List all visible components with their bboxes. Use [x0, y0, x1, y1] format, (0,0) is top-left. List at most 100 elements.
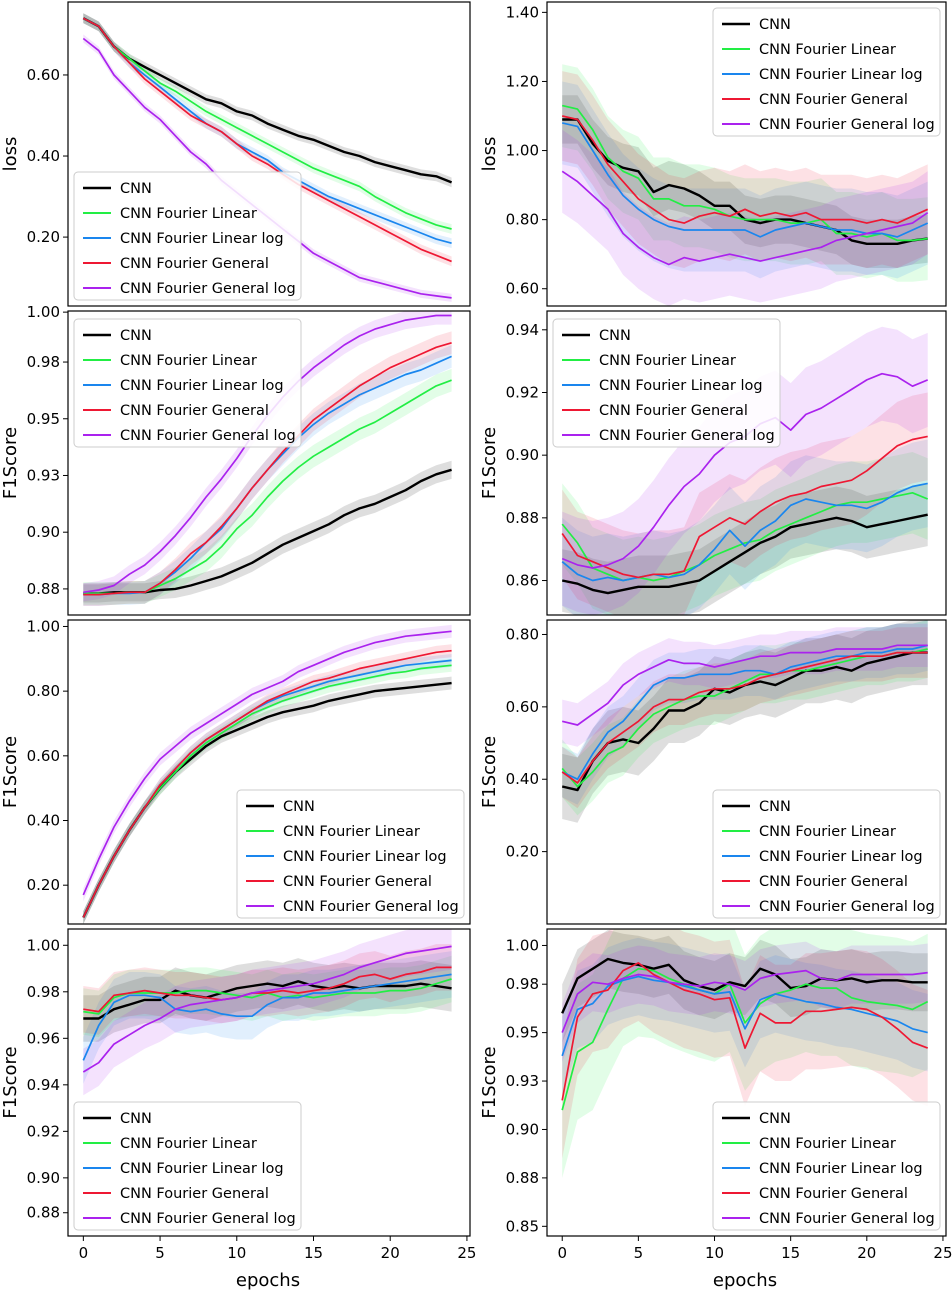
line-cnn-fourier-general-log: [82, 945, 452, 1073]
line-cnn-fourier-general-log: [82, 630, 452, 896]
y-tick-label: 1.00: [27, 617, 60, 635]
band-cnn: [83, 13, 452, 188]
plot-frame: [67, 1, 471, 307]
y-axis-title: F1Score: [479, 427, 500, 499]
legend: CNN CNN Fourier Linear CNN Fourier Linear …: [712, 789, 941, 919]
plot-area: [82, 929, 452, 1096]
y-tick-label: 0.60: [27, 66, 60, 84]
y-tick-label: 0.96: [27, 1029, 60, 1047]
legend-label: CNN Fourier Linear: [759, 824, 896, 840]
y-axis-title: F1Score: [479, 736, 500, 808]
y-tick-label: 0.94: [27, 1076, 60, 1094]
band-cnn: [83, 460, 452, 603]
legend-label: CNN Fourier Linear log: [759, 849, 923, 865]
y-axis-title: F1Score: [0, 736, 21, 808]
legend-label: CNN Fourier General log: [759, 899, 935, 915]
x-axis-title-right: epochs: [713, 1270, 777, 1291]
legend-box: [712, 1101, 941, 1231]
x-tick-label: 20: [381, 1244, 400, 1262]
legend-label: CNN: [759, 799, 791, 815]
x-tick-label: 10: [705, 1244, 724, 1262]
y-tick-label: 0.88: [27, 1204, 60, 1222]
y-tick-label: 0.95: [27, 410, 60, 428]
legend-label: CNN Fourier General log: [120, 428, 296, 444]
band-cnn-fourier-linear: [562, 620, 928, 816]
legend-box: [712, 789, 941, 919]
y-axis-title: F1Score: [0, 1046, 21, 1118]
line-cnn-fourier-general-log: [561, 969, 928, 1033]
plot-area: [83, 311, 452, 606]
band-cnn-fourier-linear-log: [83, 951, 452, 1084]
x-tick-label: 5: [634, 1244, 644, 1262]
band-cnn-fourier-linear-log: [83, 345, 452, 606]
y-tick-label: 0.80: [27, 682, 60, 700]
legend-box: [73, 1101, 302, 1231]
x-axis-title-left: epochs: [236, 1270, 300, 1291]
plot-frame: [546, 928, 947, 1237]
plot-frame: [67, 619, 471, 925]
legend-label: CNN Fourier Linear: [120, 206, 257, 222]
y-tick-label: 0.20: [506, 843, 539, 861]
band-cnn-fourier-linear: [562, 929, 928, 1178]
legend: CNN CNN Fourier Linear CNN Fourier Linear …: [236, 789, 465, 919]
chart-r2c0: 0.20 0.40 0.60 0.80 1.00 F1Score CNN CNN Fourie…: [0, 617, 471, 925]
legend-label: CNN: [599, 328, 631, 344]
band-cnn-fourier-general: [562, 392, 928, 615]
x-tick-label: 15: [781, 1244, 800, 1262]
band-cnn-fourier-general: [562, 627, 928, 809]
legend-label: CNN Fourier General log: [120, 281, 296, 297]
y-tick-label: 0.92: [506, 383, 539, 401]
legend: CNN CNN Fourier Linear CNN Fourier Linear …: [552, 318, 781, 448]
legend-label: CNN: [759, 1111, 791, 1127]
y-tick-label: 0.92: [27, 1122, 60, 1140]
y-tick-label: 0.40: [506, 770, 539, 788]
band-cnn-fourier-linear: [83, 13, 452, 234]
y-tick-label: 0.20: [27, 228, 60, 246]
y-tick-label: 0.90: [506, 446, 539, 464]
line-cnn-fourier-linear-log: [82, 973, 452, 1061]
y-tick-label: 0.93: [506, 1072, 539, 1090]
legend: CNN CNN Fourier Linear CNN Fourier Linear …: [712, 1101, 941, 1231]
legend: CNN CNN Fourier Linear CNN Fourier Linear …: [73, 171, 302, 301]
legend-label: CNN Fourier Linear: [283, 824, 420, 840]
line-cnn-fourier-general-log: [561, 170, 929, 266]
y-tick-label: 0.94: [506, 321, 539, 339]
y-axis-title: F1Score: [0, 427, 21, 499]
y-tick-label: 0.90: [27, 1169, 60, 1187]
y-tick-label: 0.90: [27, 523, 60, 541]
legend-label: CNN Fourier Linear: [759, 42, 896, 58]
y-tick-label: 1.40: [506, 3, 539, 21]
y-tick-label: 0.40: [27, 147, 60, 165]
line-cnn-fourier-linear-log: [561, 644, 928, 781]
legend-label: CNN Fourier General: [759, 92, 908, 108]
plot-area: [561, 620, 928, 823]
y-axis-title: F1Score: [479, 1046, 500, 1118]
y-tick-label: 0.95: [506, 1024, 539, 1042]
line-cnn-fourier-linear-log: [82, 17, 452, 245]
plot-frame: [546, 310, 947, 616]
y-tick-label: 0.93: [27, 466, 60, 484]
band-cnn: [562, 483, 928, 615]
x-tick-label: 20: [857, 1244, 876, 1262]
band-cnn: [83, 958, 452, 1042]
band-cnn-fourier-general-log: [562, 623, 928, 747]
plot-area: [561, 64, 929, 306]
y-tick-label: 0.60: [27, 747, 60, 765]
chart-r3c1: 0.85 0.88 0.90 0.93 0.95 0.98 1.00 F1Score 0 5 10 1…: [479, 928, 952, 1262]
band-cnn-fourier-linear: [562, 64, 928, 282]
legend-label: CNN Fourier General: [759, 874, 908, 890]
legend-label: CNN Fourier General: [120, 1186, 269, 1202]
band-cnn-fourier-general-log: [83, 929, 452, 1096]
band-cnn-fourier-linear: [83, 368, 452, 605]
legend-box: [552, 318, 781, 448]
chart-r0c1: 0.60 0.80 1.00 1.20 1.40 loss CNN CNN Fourier L…: [479, 1, 947, 307]
legend-label: CNN: [120, 328, 152, 344]
line-cnn-fourier-general: [83, 966, 452, 1013]
legend-box: [236, 789, 465, 919]
legend-box: [712, 7, 941, 137]
line-cnn-fourier-general: [562, 115, 929, 224]
y-tick-label: 0.88: [506, 509, 539, 527]
plot-frame: [67, 928, 471, 1237]
legend-label: CNN Fourier Linear: [759, 1136, 896, 1152]
